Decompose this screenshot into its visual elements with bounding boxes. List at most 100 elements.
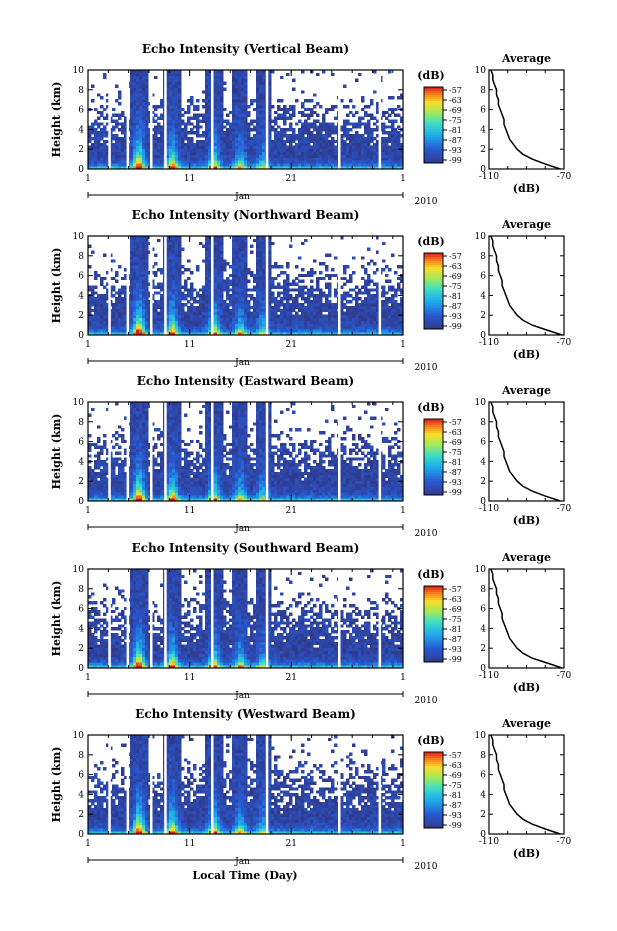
- heatmap-cell: [247, 305, 251, 310]
- heatmap-cell: [115, 302, 119, 307]
- heatmap-cell: [364, 151, 368, 155]
- heatmap-cell: [121, 145, 125, 150]
- heatmap-cell: [145, 323, 149, 327]
- heatmap-cell: [217, 302, 221, 307]
- heatmap-cell: [253, 308, 257, 313]
- heatmap-cell: [307, 320, 311, 324]
- data-gap: [338, 236, 341, 335]
- heatmap-cell: [223, 262, 227, 266]
- heatmap-cell: [232, 332, 236, 336]
- heatmap-cell: [175, 265, 179, 269]
- heatmap-cell: [199, 300, 203, 304]
- heatmap-cell: [325, 151, 329, 155]
- heatmap-cell: [235, 241, 239, 246]
- colorbar-segment: [424, 297, 443, 300]
- heatmap-cell: [220, 311, 224, 316]
- heatmap-cell: [397, 285, 401, 289]
- heatmap-cell: [139, 329, 143, 333]
- heatmap-cell: [268, 323, 272, 327]
- heatmap-cell: [214, 320, 218, 324]
- heatmap-cell: [208, 282, 212, 286]
- heatmap-cell: [271, 104, 275, 109]
- heatmap-cell: [214, 148, 218, 152]
- heatmap-cell: [277, 163, 281, 167]
- heatmap-cell: [358, 288, 362, 292]
- heatmap-cell: [334, 131, 338, 135]
- heatmap-cell: [133, 139, 137, 144]
- heatmap-cell: [268, 300, 272, 304]
- heatmap-cell: [187, 154, 191, 158]
- heatmap-cell: [340, 308, 344, 313]
- heatmap-cell: [202, 99, 206, 103]
- heatmap-cell: [193, 125, 197, 129]
- heatmap-cell: [166, 236, 170, 240]
- heatmap-cell: [208, 288, 212, 292]
- heatmap-cell: [160, 329, 164, 333]
- heatmap-cell: [268, 247, 272, 251]
- heatmap-cell: [205, 139, 209, 144]
- heatmap-cell: [154, 148, 158, 152]
- heatmap-cell: [358, 302, 362, 307]
- heatmap-cell: [388, 329, 392, 333]
- heatmap-cell: [256, 87, 260, 91]
- heatmap-cell: [262, 311, 266, 316]
- heatmap-cell: [334, 148, 338, 152]
- heatmap-cell: [268, 104, 272, 109]
- heatmap-cell: [208, 241, 212, 246]
- heatmap-cell: [181, 326, 185, 330]
- heatmap-cell: [334, 128, 338, 132]
- heatmap-cell: [388, 308, 392, 313]
- heatmap-cell: [238, 70, 242, 74]
- heatmap-cell: [244, 84, 248, 88]
- heatmap-cell: [307, 308, 311, 313]
- heatmap-cell: [331, 332, 335, 336]
- heatmap-cell: [214, 332, 218, 336]
- heatmap-cell: [319, 332, 323, 336]
- heatmap-cell: [181, 323, 185, 327]
- heatmap-cell: [190, 329, 194, 333]
- x-tick-label: 1: [400, 174, 406, 184]
- heatmap-cell: [241, 302, 245, 307]
- heatmap-cell: [223, 151, 227, 155]
- heatmap-cell: [139, 282, 143, 286]
- heatmap-cell: [184, 294, 188, 298]
- heatmap-cell: [187, 259, 191, 263]
- heatmap-cell: [223, 332, 227, 336]
- heatmap-cell: [253, 288, 257, 292]
- heatmap-cell: [229, 125, 233, 129]
- heatmap-cell: [316, 72, 320, 77]
- y-tick-label: 10: [73, 232, 85, 242]
- heatmap-cell: [175, 116, 179, 120]
- heatmap-cell: [214, 110, 218, 115]
- heatmap-cell: [208, 160, 212, 164]
- heatmap-cell: [205, 320, 209, 324]
- heatmap-cell: [232, 305, 236, 310]
- heatmap-cell: [235, 163, 239, 167]
- heatmap-cell: [328, 128, 332, 132]
- heatmap-cell: [370, 163, 374, 167]
- heatmap-cell: [280, 166, 284, 170]
- heatmap-cell: [178, 90, 182, 94]
- heatmap-cell: [367, 113, 371, 117]
- heatmap-cell: [241, 128, 245, 132]
- heatmap-cell: [256, 145, 260, 150]
- heatmap-cell: [115, 99, 119, 103]
- colorbar-segment: [424, 293, 443, 296]
- heatmap-cell: [283, 320, 287, 324]
- heatmap-cell: [130, 282, 134, 286]
- heatmap-cell: [256, 136, 260, 141]
- heatmap-cell: [169, 288, 173, 292]
- heatmap-cell: [373, 145, 377, 150]
- heatmap-cell: [307, 116, 311, 120]
- colorbar-unit: (dB): [417, 69, 444, 82]
- heatmap-cell: [307, 136, 311, 141]
- heatmap-cell: [193, 300, 197, 304]
- heatmap-cell: [244, 297, 248, 301]
- data-gap: [164, 236, 167, 335]
- heatmap-cell: [199, 308, 203, 313]
- heatmap-cell: [94, 157, 98, 161]
- heatmap-cell: [232, 70, 236, 74]
- heatmap-cell: [361, 148, 365, 152]
- heatmap-cell: [241, 291, 245, 295]
- heatmap-cell: [130, 145, 134, 150]
